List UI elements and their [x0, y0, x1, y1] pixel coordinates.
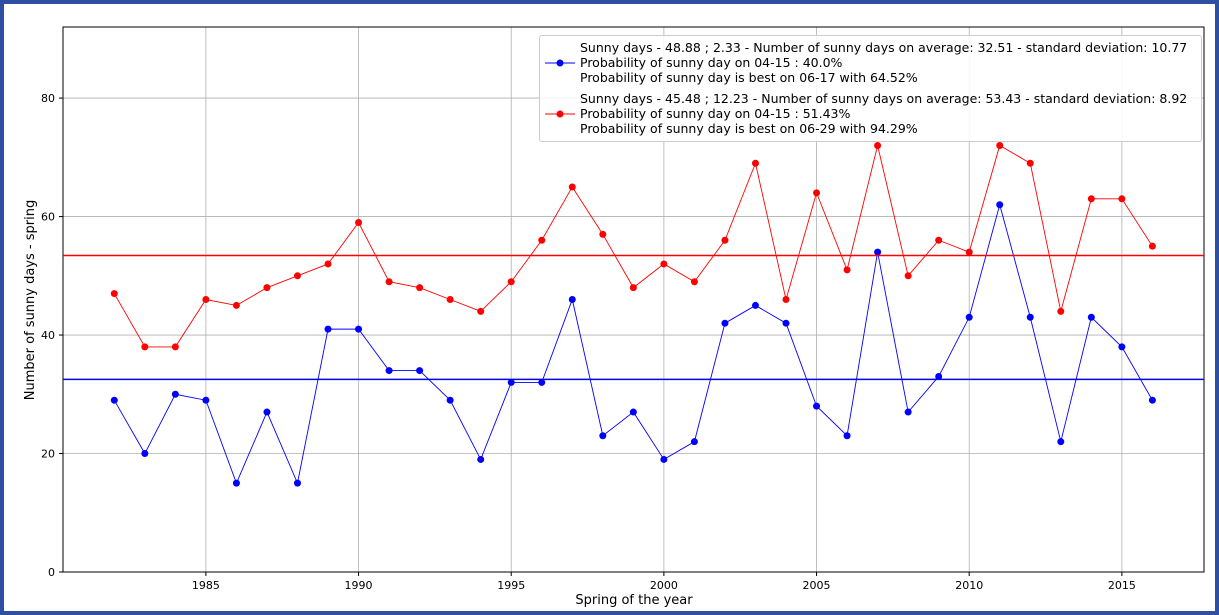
data-point — [1118, 343, 1126, 351]
data-point — [110, 290, 118, 298]
x-axis-label: Spring of the year — [575, 593, 693, 607]
data-point — [202, 296, 210, 303]
data-point — [751, 159, 759, 167]
data-point — [538, 236, 546, 244]
data-point — [477, 307, 485, 315]
x-tick-label: 2015 — [1108, 579, 1136, 592]
data-point — [171, 343, 179, 351]
data-point — [1057, 438, 1065, 446]
legend: Sunny days - 48.88 ; 2.33 - Number of su… — [539, 35, 1202, 142]
data-point — [1087, 313, 1095, 321]
data-point — [1087, 195, 1095, 203]
data-point — [874, 141, 882, 149]
data-point — [355, 325, 363, 333]
data-point — [874, 248, 882, 256]
x-tick-label: 2005 — [803, 579, 831, 592]
data-point — [1026, 313, 1034, 321]
y-axis-label: Number of sunny days - spring — [23, 200, 38, 400]
data-point — [965, 313, 973, 321]
data-point — [813, 189, 821, 197]
data-point — [446, 296, 454, 303]
data-point — [416, 367, 424, 375]
x-tick-label: 2000 — [650, 579, 678, 592]
data-point — [843, 266, 851, 274]
data-point — [660, 260, 668, 268]
y-tick-label: 40 — [41, 329, 55, 342]
legend-swatch — [545, 59, 575, 67]
data-point — [1118, 195, 1126, 203]
legend-swatch — [545, 110, 575, 118]
data-point — [721, 319, 729, 327]
x-tick-label: 1985 — [192, 579, 220, 592]
legend-label: Sunny days - 45.48 ; 12.23 - Number of s… — [580, 91, 1188, 136]
data-point — [782, 319, 790, 327]
data-point — [416, 284, 424, 292]
data-point — [507, 278, 515, 286]
y-tick-label: 60 — [41, 211, 55, 224]
data-point — [293, 272, 301, 280]
data-point — [263, 408, 271, 416]
data-point — [721, 236, 729, 244]
data-point — [141, 343, 149, 351]
data-point — [751, 301, 759, 309]
data-point — [538, 378, 546, 386]
y-tick-label: 20 — [41, 448, 55, 461]
data-point — [935, 373, 943, 381]
data-point — [629, 408, 637, 416]
data-point — [171, 390, 179, 398]
data-point — [385, 278, 393, 286]
data-point — [996, 141, 1004, 149]
data-point — [507, 378, 515, 386]
series-line — [113, 202, 1153, 485]
data-point — [690, 278, 698, 286]
data-point — [324, 325, 332, 333]
data-point — [1026, 159, 1034, 167]
data-point — [141, 450, 149, 458]
legend-marker — [556, 59, 564, 67]
data-point — [1057, 307, 1065, 315]
data-point — [293, 479, 301, 487]
data-point — [263, 284, 271, 292]
data-point — [355, 218, 363, 226]
x-tick-label: 1995 — [497, 579, 525, 592]
data-point — [782, 296, 790, 303]
data-point — [904, 272, 912, 280]
data-point — [1148, 242, 1156, 250]
legend-marker — [556, 110, 564, 118]
data-point — [629, 284, 637, 292]
data-point — [324, 260, 332, 268]
data-point — [110, 396, 118, 404]
series-line — [113, 144, 1153, 348]
data-point — [690, 438, 698, 446]
data-point — [1148, 396, 1156, 404]
legend-label: Sunny days - 48.88 ; 2.33 - Number of su… — [580, 40, 1188, 85]
data-point — [813, 402, 821, 410]
y-tick-label: 0 — [48, 566, 55, 579]
data-point — [599, 432, 607, 440]
data-point — [996, 201, 1004, 209]
x-tick-label: 1990 — [345, 579, 373, 592]
data-point — [599, 230, 607, 238]
data-point — [385, 367, 393, 375]
data-point — [965, 248, 973, 256]
x-tick-label: 2010 — [955, 579, 983, 592]
data-point — [232, 301, 240, 309]
data-point — [904, 408, 912, 416]
data-point — [568, 296, 576, 303]
data-point — [232, 479, 240, 487]
data-point — [202, 396, 210, 404]
data-point — [477, 455, 485, 463]
plot-frame — [62, 26, 1205, 573]
data-point — [843, 432, 851, 440]
data-point — [446, 396, 454, 404]
y-tick-label: 80 — [41, 92, 55, 105]
data-point — [568, 183, 576, 191]
data-point — [660, 455, 668, 463]
data-point — [935, 236, 943, 244]
